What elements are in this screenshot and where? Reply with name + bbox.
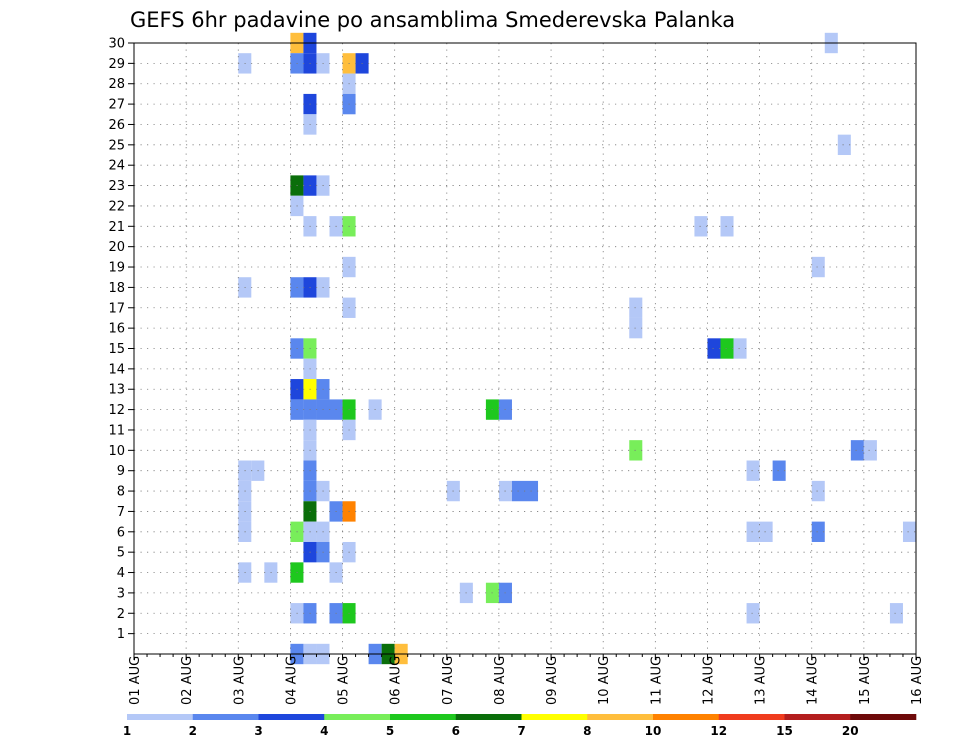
plot-frame (133, 42, 917, 655)
heatmap-cell (720, 216, 734, 237)
heatmap-cell (811, 521, 825, 542)
y-tick-label: 24 (108, 159, 125, 174)
colorbar-label: 12 (710, 724, 727, 738)
x-axis: 01 AUG 02 AUG 03 AUG 04 AUG 05 AUG 06 AUG 07 A… (128, 654, 925, 705)
chart-title: GEFS 6hr padavine po ansamblima Smederev… (130, 8, 735, 32)
y-tick-label: 17 (108, 301, 125, 316)
y-tick-label: 3 (117, 586, 125, 601)
y-tick-label: 7 (117, 505, 125, 520)
y-tick-label: 9 (117, 464, 125, 479)
colorbar-label: 8 (583, 724, 591, 738)
colorbar-swatch (587, 714, 654, 720)
y-tick-label: 15 (108, 342, 125, 357)
colorbar-swatch (390, 714, 457, 720)
colorbar-label: 4 (320, 724, 328, 738)
x-tick-label: 16 AUG (910, 656, 925, 705)
y-tick-label: 23 (108, 179, 125, 194)
y-tick-label: 27 (108, 98, 125, 113)
x-tick-label: 06 AUG (389, 656, 404, 705)
y-tick-label: 29 (108, 57, 125, 72)
heatmap-cell (629, 297, 643, 318)
colorbar-swatch (653, 714, 720, 720)
heatmap-cell (772, 460, 786, 481)
colorbar-swatch (521, 714, 588, 720)
x-tick-label: 13 AUG (754, 656, 769, 705)
heatmap-cell (811, 480, 825, 502)
colorbar-swatch (127, 714, 194, 720)
colorbar-label: 5 (386, 724, 394, 738)
x-tick-label: 12 AUG (701, 656, 716, 705)
heatmap-cell (837, 134, 851, 156)
y-tick-label: 12 (108, 403, 125, 418)
heatmap-cell (850, 440, 864, 461)
colorbar-swatch (324, 714, 391, 720)
y-tick-label: 16 (108, 322, 125, 337)
colorbar-label: 10 (645, 724, 662, 738)
x-tick-label: 02 AUG (180, 656, 195, 705)
y-tick-label: 4 (117, 566, 125, 581)
colorbar-label: 7 (517, 724, 525, 738)
colorbar-swatch (258, 714, 325, 720)
grid-lines (134, 42, 916, 654)
heatmap-cell (746, 521, 760, 542)
heatmap-cell (629, 317, 643, 339)
y-tick-label: 26 (108, 118, 125, 133)
y-tick-label: 18 (108, 281, 125, 296)
colorbar-label: 15 (776, 724, 793, 738)
heatmap-cell (733, 338, 747, 359)
y-tick-label: 21 (108, 220, 125, 235)
colorbar-label: 2 (189, 724, 197, 738)
heatmap-cell (707, 338, 721, 359)
x-tick-label: 14 AUG (806, 656, 821, 705)
heatmap-cell (759, 521, 773, 542)
y-tick-label: 1 (117, 627, 125, 642)
heatmap-cell (694, 216, 708, 237)
y-tick-label: 11 (108, 423, 125, 438)
y-tick-label: 2 (117, 607, 125, 622)
y-tick-label: 30 (108, 37, 125, 52)
colorbar-swatch (784, 714, 851, 720)
y-axis: 1234567891011121314151617181920212223242… (108, 37, 134, 642)
y-tick-label: 6 (117, 525, 125, 540)
colorbar-label: 1 (123, 724, 131, 738)
x-tick-label: 05 AUG (337, 656, 352, 705)
x-tick-label: 04 AUG (284, 656, 299, 705)
heatmap-cell (720, 338, 734, 359)
y-tick-label: 8 (117, 485, 125, 500)
colorbar-swatch (850, 714, 917, 720)
x-tick-label: 03 AUG (232, 656, 247, 705)
heatmap-cell (811, 256, 825, 278)
heatmap-cell (746, 603, 760, 624)
x-tick-label: 08 AUG (493, 656, 508, 705)
heatmap-cell (746, 460, 760, 481)
y-tick-label: 10 (108, 444, 125, 459)
heatmap-cell (889, 603, 903, 624)
heatmap-cell (863, 440, 877, 461)
x-tick-label: 07 AUG (441, 656, 456, 705)
y-tick-label: 5 (117, 546, 125, 561)
y-tick-label: 22 (108, 199, 125, 214)
y-tick-label: 28 (108, 77, 125, 92)
colorbar: 1 2 3 4 5 6 7 8 10 12 15 20 (123, 714, 917, 738)
colorbar-label: 3 (254, 724, 262, 738)
colorbar-label: 6 (452, 724, 460, 738)
y-tick-label: 20 (108, 240, 125, 255)
colorbar-swatch (718, 714, 785, 720)
x-tick-label: 11 AUG (649, 656, 664, 705)
colorbar-label: 20 (842, 724, 859, 738)
y-tick-label: 19 (108, 261, 125, 276)
colorbar-swatch (192, 714, 259, 720)
y-tick-label: 14 (108, 362, 125, 377)
x-tick-label: 10 AUG (597, 656, 612, 705)
x-tick-label: 01 AUG (128, 656, 143, 705)
x-tick-label: 09 AUG (545, 656, 560, 705)
y-tick-label: 13 (108, 383, 125, 398)
heatmap-cell (629, 440, 643, 461)
colorbar-swatch (455, 714, 522, 720)
y-tick-label: 25 (108, 138, 125, 153)
x-tick-label: 15 AUG (858, 656, 873, 705)
heatmap-cell (902, 521, 916, 542)
